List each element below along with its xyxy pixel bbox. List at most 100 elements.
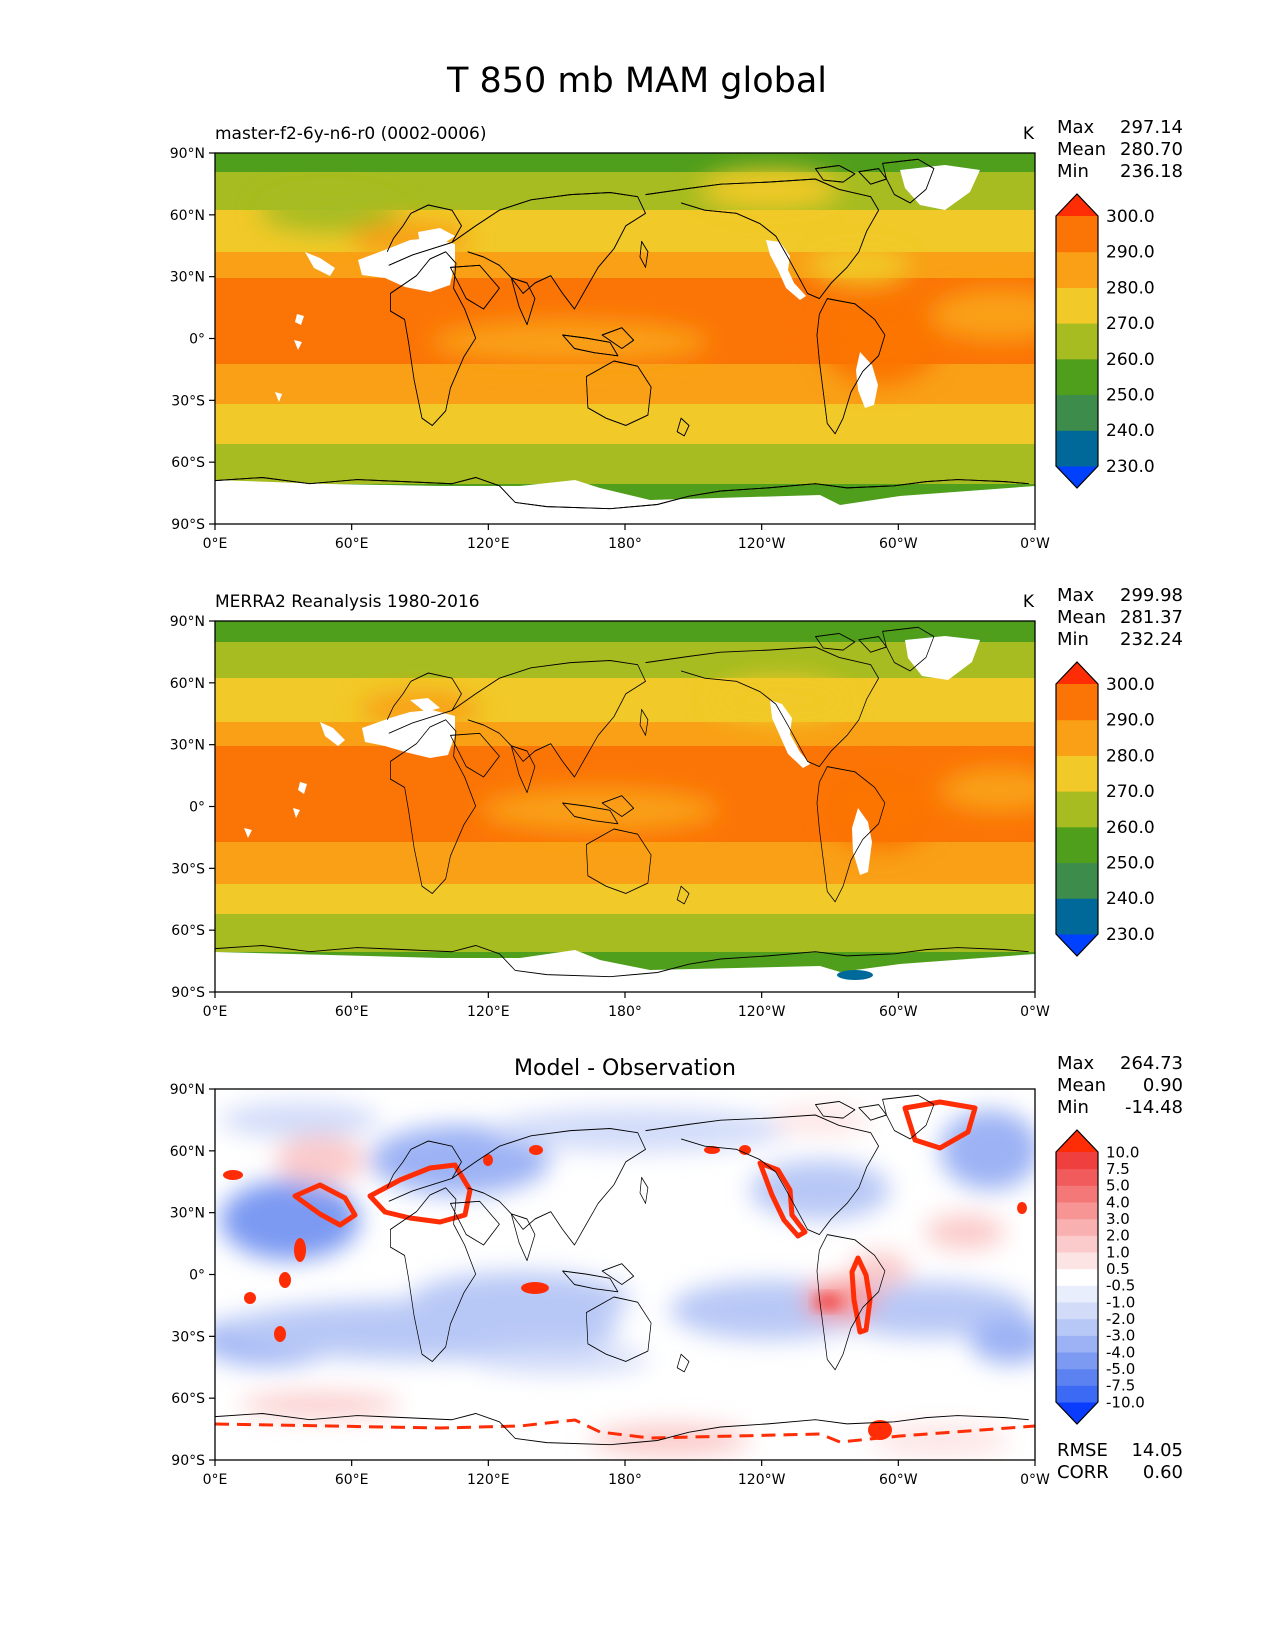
lat-tick-label: 0° (189, 800, 205, 816)
colorbar-tick-label: 5.0 (1106, 1177, 1130, 1195)
colorbar-tick-label: 280.0 (1106, 278, 1155, 298)
colorbar-diff: -10.0-7.5-5.0-4.0-3.0-2.0-1.0-0.50.51.02… (1055, 1129, 1145, 1425)
colorbar-tick-label: 4.0 (1106, 1193, 1130, 1211)
colorbar-tick-label: 260.0 (1106, 350, 1155, 370)
lon-tick-label: 120°W (738, 536, 786, 552)
colorbar-tick-label: 290.0 (1106, 711, 1155, 731)
colorbar-segment (1056, 1235, 1098, 1253)
lon-tick-label: 60°E (335, 1472, 369, 1488)
lat-tick-label: 60°N (170, 208, 205, 224)
colorbar-extend-high (1056, 1130, 1098, 1152)
colorbar-segment (1056, 1368, 1098, 1386)
colorbar-segment (1056, 1335, 1098, 1353)
colorbar-extend-low (1056, 466, 1098, 488)
panel-title-left: master-f2-6y-n6-r0 (0002-0006) (215, 124, 487, 144)
lon-tick-label: 0°E (203, 1472, 228, 1488)
colorbar-tick-label: -2.0 (1106, 1310, 1135, 1328)
colorbar-ref: 230.0 240.0 250.0 260.0 270.0 280.0 290.0 300.0 (1055, 661, 1155, 957)
colorbar-tick-label: 230.0 (1106, 457, 1155, 477)
panel-title-center: Model - Observation (514, 1056, 736, 1081)
stat-value-mean: 280.70 (1120, 139, 1183, 160)
lat-tick-label: 30°S (171, 861, 205, 877)
colorbar-segment (1056, 1385, 1098, 1403)
lon-tick-label: 120°E (467, 536, 510, 552)
colorbar-tick-label: -10.0 (1106, 1393, 1145, 1411)
colorbar-segment (1056, 826, 1098, 864)
axis-bottom-ref: 0°E 60°E 120°E 180° 120°W 60°W 0°W (203, 992, 1050, 1020)
colorbar-tick-label: 250.0 (1106, 854, 1155, 874)
lat-tick-label: 30°N (170, 270, 205, 286)
colorbar-tick-label: 270.0 (1106, 782, 1155, 802)
stats-diff: Max 264.73 Mean 0.90 Min -14.48 (1057, 1053, 1183, 1118)
colorbar-tick-label: 2.0 (1106, 1227, 1130, 1245)
colorbar-tick-label: 270.0 (1106, 314, 1155, 334)
lat-tick-label: 60°N (170, 676, 205, 692)
colorbar-segment (1056, 287, 1098, 324)
lon-tick-label: 180° (608, 1004, 642, 1020)
colorbar-tick-label: -7.5 (1106, 1377, 1135, 1395)
lon-tick-label: 60°W (879, 1004, 918, 1020)
lon-tick-label: 180° (608, 1472, 642, 1488)
stat-label-corr: CORR (1057, 1462, 1109, 1483)
axis-left-diff: 90°N 60°N 30°N 0° 30°S 60°S 90°S (170, 1082, 215, 1469)
lon-tick-label: 60°E (335, 1004, 369, 1020)
colorbar-segment (1056, 1218, 1098, 1236)
colorbar-segment (1056, 430, 1098, 467)
colorbar-tick-label: 7.5 (1106, 1160, 1130, 1178)
stat-value-min: 236.18 (1120, 161, 1183, 182)
panel-units: K (1023, 592, 1035, 612)
stat-value-max: 297.14 (1120, 117, 1183, 138)
stat-value-max: 264.73 (1120, 1053, 1183, 1074)
map-ref (215, 621, 1035, 992)
lat-tick-label: 60°N (170, 1144, 205, 1160)
lat-tick-label: 30°N (170, 1206, 205, 1222)
stat-value-mean: 0.90 (1143, 1075, 1183, 1096)
colorbar-tick-label: -4.0 (1106, 1343, 1135, 1361)
colorbar-tick-label: 280.0 (1106, 746, 1155, 766)
lat-tick-label: 0° (189, 332, 205, 348)
map-diff (215, 1089, 1035, 1460)
colorbar-segment (1056, 1352, 1098, 1370)
stat-value-rmse: 14.05 (1131, 1440, 1183, 1461)
colorbar-test: 230.0 240.0 250.0 260.0 270.0 280.0 290.0 300.0 (1055, 193, 1155, 489)
colorbar-tick-label: 10.0 (1106, 1143, 1139, 1161)
colorbar-segment (1056, 898, 1098, 935)
colorbar-segment (1056, 684, 1098, 721)
stat-label-min: Min (1057, 629, 1089, 650)
stat-value-corr: 0.60 (1143, 1462, 1183, 1483)
lat-tick-label: 90°S (171, 517, 205, 533)
stat-label-min: Min (1057, 1097, 1089, 1118)
panel-title-left: MERRA2 Reanalysis 1980-2016 (215, 592, 480, 612)
colorbar-tick-label: 0.5 (1106, 1260, 1130, 1278)
colorbar-outline (1055, 1129, 1099, 1425)
lat-tick-label: 90°S (171, 1453, 205, 1469)
stat-value-mean: 281.37 (1120, 607, 1183, 628)
colorbar-segment (1056, 251, 1098, 288)
map-test (215, 153, 1035, 524)
stat-value-min: -14.48 (1125, 1097, 1183, 1118)
colorbar-tick-label: 300.0 (1106, 207, 1155, 227)
lon-tick-label: 0°E (203, 536, 228, 552)
lat-tick-label: 30°S (171, 393, 205, 409)
lon-tick-label: 120°E (467, 1004, 510, 1020)
colorbar-extend-high (1056, 194, 1098, 216)
lon-tick-label: 60°E (335, 536, 369, 552)
colorbar-extend-high (1056, 662, 1098, 684)
colorbar-tick-label: 3.0 (1106, 1210, 1130, 1228)
colorbar-tick-label: 240.0 (1106, 421, 1155, 441)
figure-title: T 850 mb MAM global (446, 61, 827, 101)
colorbar-segment (1056, 394, 1098, 431)
lat-tick-label: 90°N (170, 1082, 205, 1098)
stat-label-rmse: RMSE (1057, 1440, 1108, 1461)
lon-tick-label: 0°W (1020, 1472, 1050, 1488)
stat-label-min: Min (1057, 161, 1089, 182)
colorbar-segment (1056, 1202, 1098, 1220)
lat-tick-label: 30°N (170, 738, 205, 754)
stat-label-mean: Mean (1057, 607, 1106, 628)
colorbar-extend-low (1056, 934, 1098, 956)
colorbar-tick-label: -5.0 (1106, 1360, 1135, 1378)
colorbar-tick-label: -1.0 (1106, 1293, 1135, 1311)
panel-diff: Model - Observation (170, 1053, 1183, 1488)
panel-test: master-f2-6y-n6-r0 (0002-0006) K (170, 117, 1183, 552)
colorbar-segment (1056, 1252, 1098, 1270)
